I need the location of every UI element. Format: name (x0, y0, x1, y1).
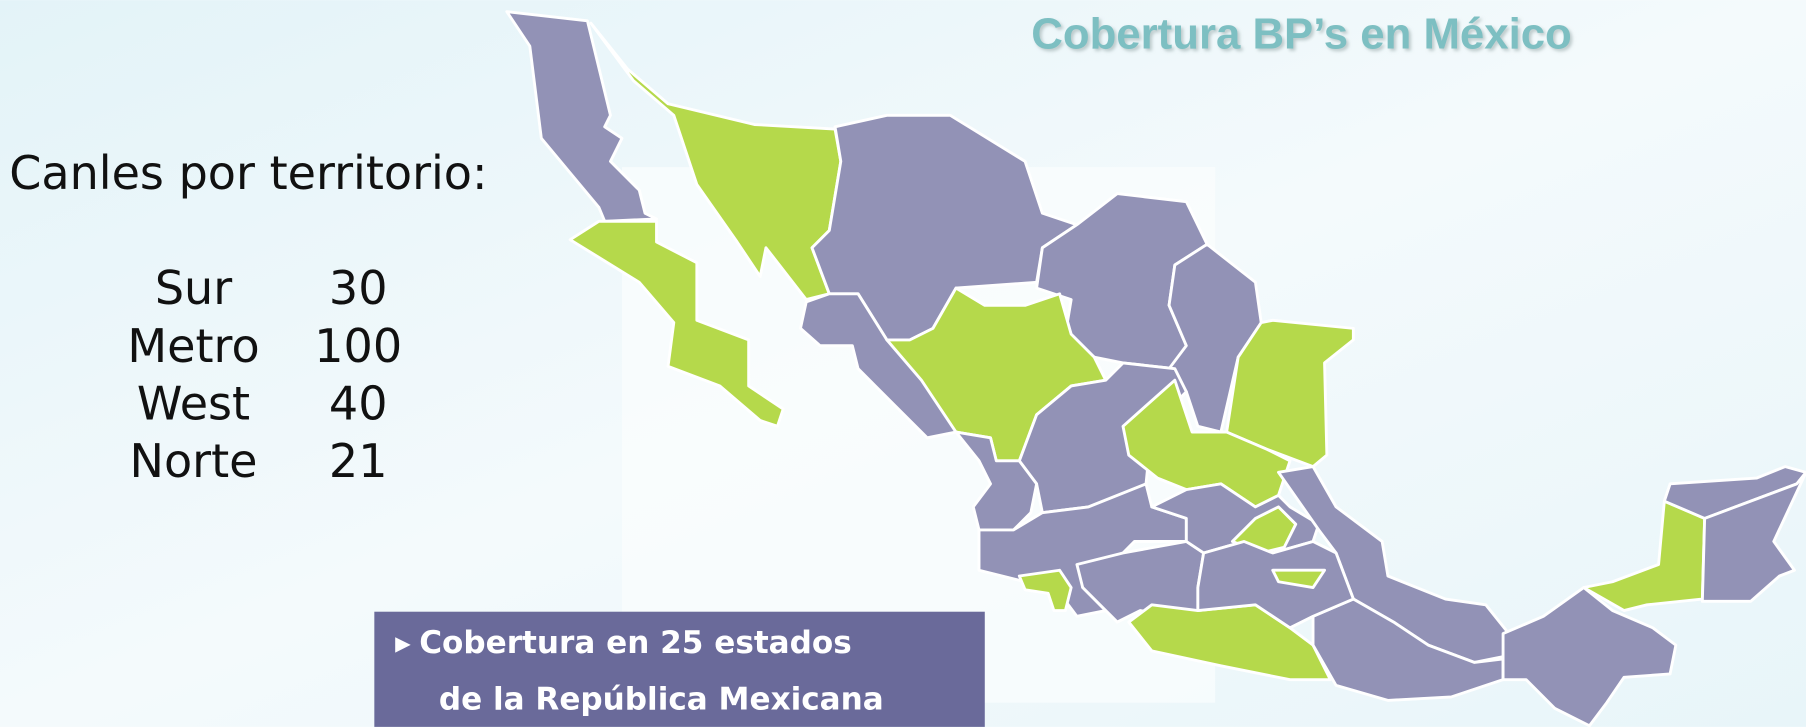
territory-name: Sur (155, 261, 232, 315)
state (1700, 470, 1806, 603)
territory-name: Norte (130, 434, 258, 488)
state (1167, 242, 1263, 434)
territory-count: 40 (329, 376, 388, 430)
coverage-line: de la República Mexicana (439, 682, 884, 718)
state (568, 219, 785, 428)
territory-count: 30 (329, 261, 388, 315)
title: Cobertura BP’s en México (1031, 9, 1572, 58)
coverage-box (374, 611, 985, 727)
state (505, 10, 658, 223)
territory-table: Sur 30 Metro 100 West 40 Norte 21 (127, 261, 402, 488)
state (1196, 540, 1355, 630)
state (1017, 568, 1073, 612)
state (799, 292, 958, 440)
coverage-line: Cobertura en 25 estados (419, 625, 852, 661)
state (1271, 568, 1326, 589)
territory-name: West (137, 376, 250, 430)
territory-count: 21 (329, 434, 388, 488)
territory-count: 100 (314, 319, 402, 373)
territory-name: Metro (127, 319, 259, 373)
bullet: ▸ (395, 625, 411, 661)
territories-heading: Canles por territorio: (9, 146, 487, 200)
state (954, 430, 1039, 532)
mexico-map (505, 10, 1806, 727)
